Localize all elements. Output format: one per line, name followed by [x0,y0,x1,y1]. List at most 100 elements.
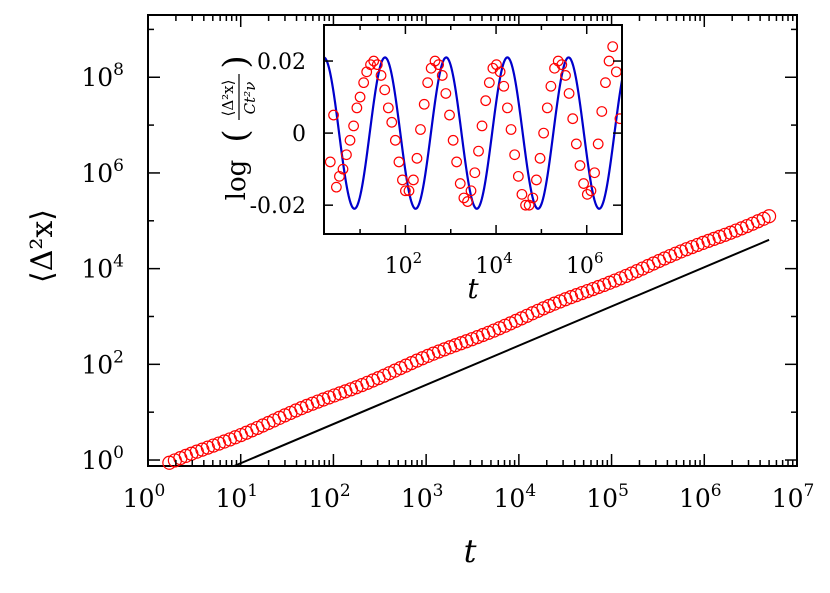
inset-data-point [411,152,423,164]
inset-data-point [440,88,452,99]
inset-data-point [415,124,426,135]
inset-data-point [473,145,484,157]
inset-data-point [393,156,405,168]
inset-data-point [520,199,531,211]
main-x-tick-label: 104 [494,481,537,513]
inset-data-point [358,77,370,89]
inset-data-point [389,134,401,146]
inset-data-point [458,192,470,204]
inset-data-point [527,192,539,204]
inset-data-point [592,138,604,150]
inset-y-ticks: 0.02 0 -0.02 [250,50,622,219]
inset-data-point [556,59,568,71]
inset-x-axis-label: t [467,272,479,305]
inset-data-point [344,134,356,146]
inset-data-point [560,70,571,81]
inset-data-point [368,55,380,67]
inset-data-point [324,156,336,168]
inset-data-point [407,174,419,186]
inset-data-point [454,178,466,189]
main-y-tick-label: 102 [81,347,124,379]
inset-data-point [469,167,481,179]
inset-data-point [480,95,492,107]
inset-x-tick-label: 104 [475,249,513,279]
inset-data-point [541,102,553,114]
main-x-ticks: 100 101 102 103 104 105 106 107 [123,15,814,513]
main-y-tick-label: 104 [81,252,124,284]
inset-data-point [600,77,611,89]
inset-data-point [386,116,398,128]
inset-data-point [348,120,360,132]
inset-background [324,25,622,234]
inset-data-point [585,185,597,197]
inset-y-tick-label: 0.02 [257,50,306,75]
inset-data-point [330,181,342,193]
inset-data-point [447,134,459,146]
main-x-axis-label: t [464,532,477,570]
inset-data-point [451,156,463,168]
inset-data-point [509,149,521,161]
inset-data-point [570,138,582,150]
main-y-axis-label: ⟨Δ²x⟩ [25,209,60,283]
inset-plot: 102 104 106 0.02 0 -0.02 t log ( ⟨Δ²x⟩ Ct²ν … [216,24,623,305]
inset-y-label-numerator: ⟨Δ²x⟩ [219,79,237,116]
inset-data-point [538,127,550,139]
inset-data-point [379,84,391,96]
inset-data-point [365,59,376,71]
inset-data-point [596,106,608,117]
inset-data-point [397,174,408,186]
inset-data-point [403,185,415,197]
inset-y-label-prefix: log [222,160,252,201]
inset-data-point [534,152,546,164]
inset-data-point [545,80,557,92]
main-x-tick-label: 106 [679,481,722,513]
inset-y-label-denominator: Ct²ν [241,82,259,115]
inset-data-point [476,120,488,132]
inset-data-point [354,91,366,103]
inset-y-axis-label: log ( ⟨Δ²x⟩ Ct²ν ) [216,55,259,200]
inset-data-point [505,124,517,135]
inset-data-point [351,102,363,114]
inset-data-point [574,160,586,171]
main-x-tick-label: 105 [586,481,629,513]
inset-data-point [418,98,430,110]
inset-data-point [607,41,619,53]
inset-data-point [516,188,528,200]
inset-data-point [400,185,411,197]
main-x-tick-label: 103 [401,481,444,513]
main-x-tick-label: 101 [215,481,258,513]
inset-y-tick-label: 0 [292,122,306,147]
inset-data-point [567,113,579,125]
inset-data-points [324,41,622,211]
inset-data-point [552,55,564,67]
inset-data-point [498,80,510,92]
main-x-tick-label: 100 [123,481,166,513]
inset-data-point [483,77,495,89]
main-x-tick-label: 102 [308,481,351,513]
inset-x-tick-label: 106 [566,249,604,279]
main-data-points [162,209,777,470]
inset-fit-curve [324,56,622,210]
inset-data-point [433,59,445,71]
main-plot-frame [147,14,798,467]
reference-line [233,238,770,467]
inset-data-point [531,174,542,186]
inset-data-point [502,102,513,114]
inset-data-point [462,196,473,207]
inset-data-point [422,77,434,89]
inset-y-tick-label: -0.02 [250,194,306,219]
inset-data-point [436,70,448,81]
inset-data-point [578,178,589,189]
main-data-point [761,209,777,224]
inset-data-point [382,102,394,114]
inset-data-point [375,70,387,81]
inset-data-point [465,185,477,197]
main-y-tick-label: 108 [81,60,124,92]
inset-data-point [494,66,506,78]
inset-data-point [341,149,352,161]
inset-data-point [589,167,600,179]
main-plot: 100 101 102 103 104 105 106 107 100 102 104 106 108… [25,14,814,570]
main-y-tick-label: 106 [81,156,124,188]
inset-data-point [444,109,455,121]
